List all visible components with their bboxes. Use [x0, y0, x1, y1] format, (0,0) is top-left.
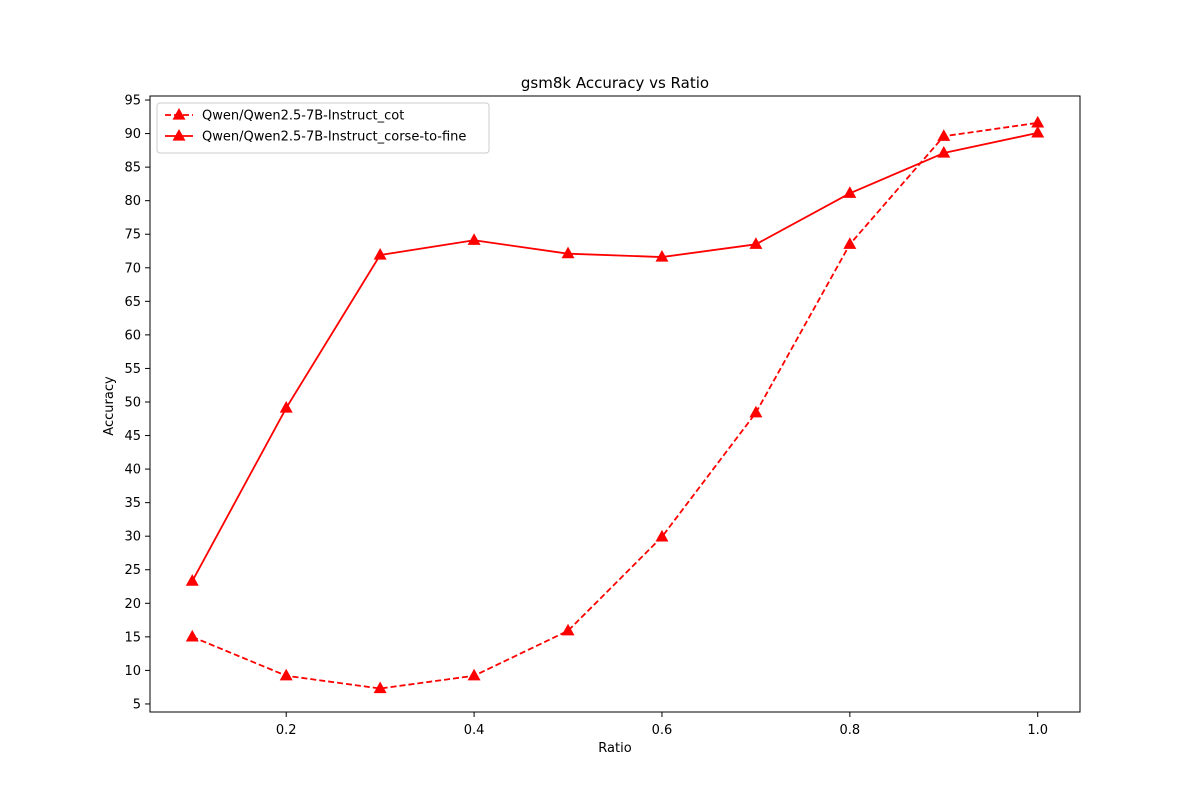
y-tick-label: 55 [124, 362, 141, 377]
series-line-1 [191, 121, 1038, 690]
series-2-point [373, 248, 387, 260]
y-tick-label: 5 [133, 697, 141, 712]
y-tick-label: 35 [124, 496, 141, 511]
series-2-point [467, 233, 481, 245]
y-tick-label: 65 [124, 295, 141, 310]
y-tick-label: 30 [124, 530, 141, 545]
x-tick-label: 0.8 [840, 723, 861, 738]
legend-label-2: Qwen/Qwen2.5-7B-Instruct_corse-to-fine [202, 130, 466, 145]
series-1-point [373, 681, 387, 694]
x-tick-label: 0.2 [276, 723, 297, 738]
legend-label-1: Qwen/Qwen2.5-7B-Instruct_cot [202, 109, 404, 124]
series-2-point [843, 186, 857, 198]
x-tick-label: 0.4 [464, 723, 485, 738]
y-tick-label: 70 [124, 261, 141, 276]
y-axis-label: Accuracy [102, 376, 117, 436]
chart-title: gsm8k Accuracy vs Ratio [521, 74, 709, 92]
legend: Qwen/Qwen2.5-7B-Instruct_cot Qwen/Qwen2.5… [156, 102, 490, 154]
y-tick-label: 80 [124, 194, 141, 209]
y-tick-label: 95 [124, 94, 141, 109]
y-tick-label: 45 [124, 429, 141, 444]
series-1-point [185, 629, 199, 642]
series-2-point [655, 250, 669, 262]
y-tick-label: 50 [124, 395, 141, 410]
series-1-point [749, 405, 763, 418]
series-2-point [561, 246, 575, 259]
series-2-point [749, 237, 763, 249]
y-tick-label: 40 [124, 463, 141, 478]
legend-marker-1 [172, 107, 186, 120]
y-tick-label: 15 [124, 630, 141, 645]
y-tick-label: 75 [124, 228, 141, 243]
x-axis-label: Ratio [598, 741, 631, 756]
series-2-point [937, 146, 951, 158]
y-tick-label: 90 [124, 127, 141, 142]
plot-frame [149, 95, 1081, 713]
series-1-point [655, 529, 669, 542]
y-tick-label: 20 [124, 597, 141, 612]
y-tick-label: 25 [124, 563, 141, 578]
x-tick-label: 1.0 [1027, 723, 1048, 738]
y-tick-label: 85 [124, 161, 141, 176]
series-1-point [843, 237, 857, 249]
series-1-point [937, 129, 951, 141]
series-2-point [1031, 125, 1045, 138]
series-1-point [561, 623, 575, 636]
plot-area [185, 115, 1045, 694]
series-2-point [185, 574, 199, 586]
series-1-point [279, 668, 293, 681]
y-tick-label: 60 [124, 328, 141, 343]
x-tick-label: 0.6 [652, 723, 673, 738]
series-2-point [279, 401, 293, 413]
legend-box [156, 102, 490, 154]
series-1-point [467, 668, 481, 681]
series-line-2 [191, 132, 1038, 582]
legend-marker-2 [172, 128, 186, 141]
y-tick-label: 10 [124, 664, 141, 679]
